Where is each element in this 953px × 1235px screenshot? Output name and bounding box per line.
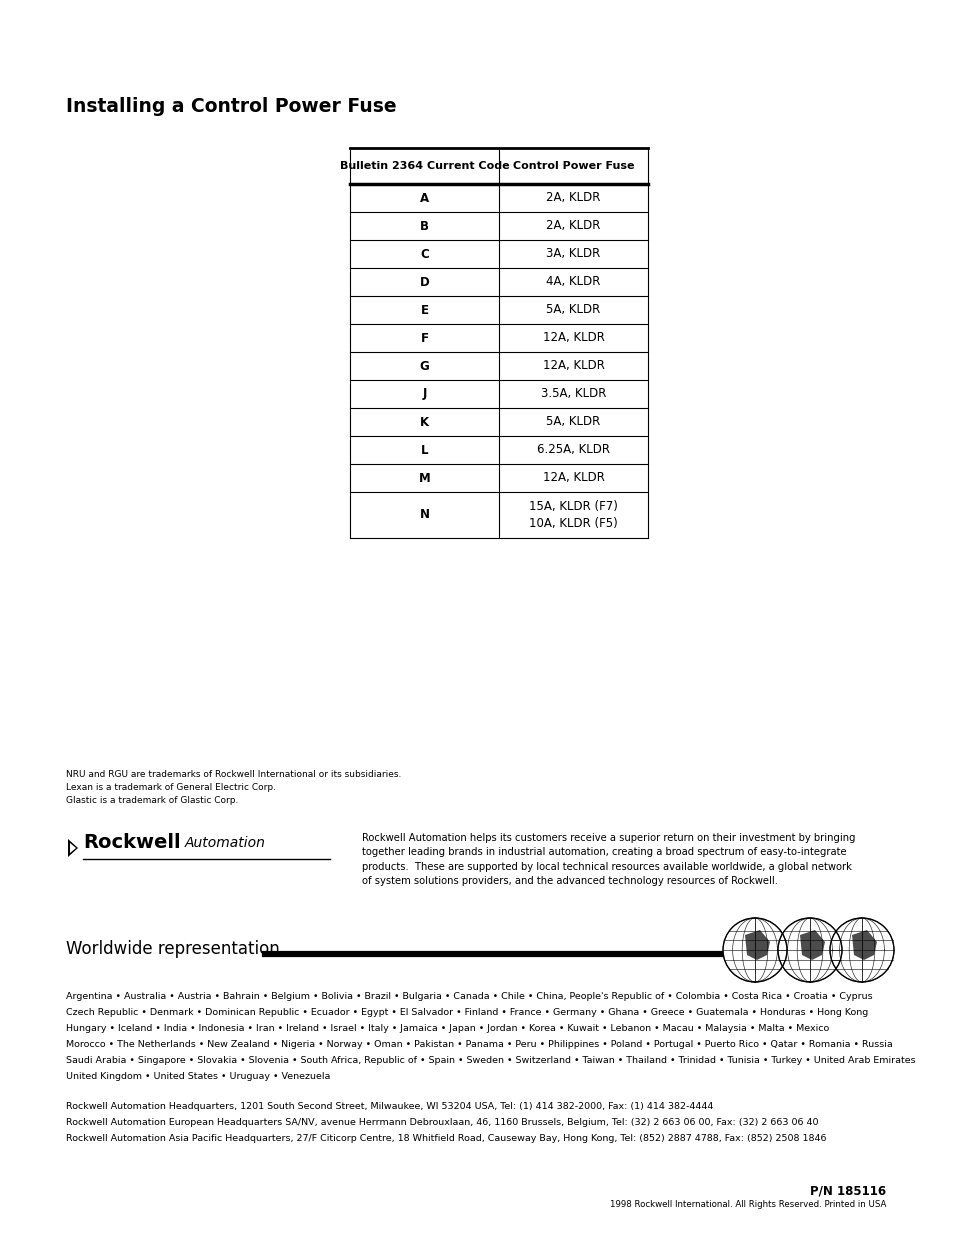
Text: G: G bbox=[419, 359, 429, 373]
Text: 2A, KLDR: 2A, KLDR bbox=[546, 220, 600, 232]
Text: 12A, KLDR: 12A, KLDR bbox=[542, 359, 604, 373]
Polygon shape bbox=[68, 839, 78, 857]
Text: K: K bbox=[419, 415, 429, 429]
Text: Rockwell Automation Headquarters, 1201 South Second Street, Milwaukee, WI 53204 : Rockwell Automation Headquarters, 1201 S… bbox=[66, 1102, 713, 1112]
Text: N: N bbox=[419, 509, 429, 521]
Text: B: B bbox=[419, 220, 429, 232]
Text: A: A bbox=[419, 191, 429, 205]
Text: Rockwell Automation helps its customers receive a superior return on their inves: Rockwell Automation helps its customers … bbox=[361, 832, 855, 887]
Text: 5A, KLDR: 5A, KLDR bbox=[546, 304, 600, 316]
Polygon shape bbox=[851, 930, 876, 960]
Text: C: C bbox=[419, 247, 429, 261]
Text: United Kingdom • United States • Uruguay • Venezuela: United Kingdom • United States • Uruguay… bbox=[66, 1072, 330, 1081]
Text: Bulletin 2364 Current Code: Bulletin 2364 Current Code bbox=[339, 161, 509, 170]
Text: 12A, KLDR: 12A, KLDR bbox=[542, 331, 604, 345]
Text: Saudi Arabia • Singapore • Slovakia • Slovenia • South Africa, Republic of • Spa: Saudi Arabia • Singapore • Slovakia • Sl… bbox=[66, 1056, 915, 1065]
Text: 1998 Rockwell International. All Rights Reserved. Printed in USA: 1998 Rockwell International. All Rights … bbox=[609, 1200, 885, 1209]
Text: E: E bbox=[420, 304, 428, 316]
Text: 6.25A, KLDR: 6.25A, KLDR bbox=[537, 443, 609, 457]
Text: Installing a Control Power Fuse: Installing a Control Power Fuse bbox=[66, 98, 396, 116]
Text: 12A, KLDR: 12A, KLDR bbox=[542, 472, 604, 484]
Text: Rockwell: Rockwell bbox=[83, 832, 180, 852]
Polygon shape bbox=[744, 930, 769, 960]
Text: Rockwell Automation Asia Pacific Headquarters, 27/F Citicorp Centre, 18 Whitfiel: Rockwell Automation Asia Pacific Headqua… bbox=[66, 1134, 825, 1144]
Text: Control Power Fuse: Control Power Fuse bbox=[512, 161, 634, 170]
Polygon shape bbox=[70, 844, 76, 853]
Text: Argentina • Australia • Austria • Bahrain • Belgium • Bolivia • Brazil • Bulgari: Argentina • Australia • Austria • Bahrai… bbox=[66, 992, 872, 1002]
Text: 5A, KLDR: 5A, KLDR bbox=[546, 415, 600, 429]
Text: Czech Republic • Denmark • Dominican Republic • Ecuador • Egypt • El Salvador • : Czech Republic • Denmark • Dominican Rep… bbox=[66, 1008, 867, 1016]
Text: Worldwide representation.: Worldwide representation. bbox=[66, 940, 285, 958]
Text: NRU and RGU are trademarks of Rockwell International or its subsidiaries.
Lexan : NRU and RGU are trademarks of Rockwell I… bbox=[66, 769, 401, 805]
Text: Rockwell Automation European Headquarters SA/NV, avenue Herrmann Debrouxlaan, 46: Rockwell Automation European Headquarter… bbox=[66, 1118, 818, 1128]
Text: J: J bbox=[422, 388, 426, 400]
Text: L: L bbox=[420, 443, 428, 457]
Text: Hungary • Iceland • India • Indonesia • Iran • Ireland • Israel • Italy • Jamaic: Hungary • Iceland • India • Indonesia • … bbox=[66, 1024, 828, 1032]
Text: 3.5A, KLDR: 3.5A, KLDR bbox=[540, 388, 605, 400]
Text: F: F bbox=[420, 331, 428, 345]
Text: 3A, KLDR: 3A, KLDR bbox=[546, 247, 600, 261]
Text: Morocco • The Netherlands • New Zealand • Nigeria • Norway • Oman • Pakistan • P: Morocco • The Netherlands • New Zealand … bbox=[66, 1040, 892, 1049]
Text: M: M bbox=[418, 472, 430, 484]
Text: D: D bbox=[419, 275, 429, 289]
Text: 4A, KLDR: 4A, KLDR bbox=[546, 275, 600, 289]
Text: 2A, KLDR: 2A, KLDR bbox=[546, 191, 600, 205]
Text: Automation: Automation bbox=[185, 836, 266, 850]
Text: P/N 185116: P/N 185116 bbox=[809, 1186, 885, 1198]
Text: 15A, KLDR (F7)
10A, KLDR (F5): 15A, KLDR (F7) 10A, KLDR (F5) bbox=[529, 500, 618, 530]
Polygon shape bbox=[800, 930, 824, 960]
